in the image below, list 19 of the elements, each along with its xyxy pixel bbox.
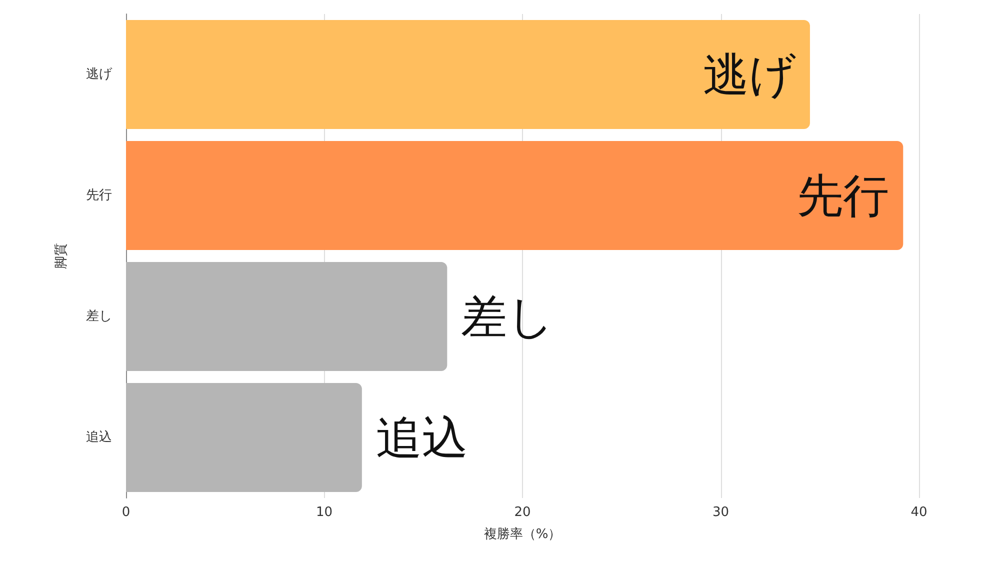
x-tick-label: 40: [910, 505, 928, 520]
y-tick-label: 追込: [86, 430, 112, 445]
y-tick-label: 先行: [86, 188, 112, 203]
data-label: 逃げ: [702, 48, 796, 102]
x-tick-label: 10: [316, 505, 333, 520]
bar: [126, 141, 904, 250]
bar: [126, 262, 448, 371]
data-label: 差し: [461, 290, 554, 344]
data-label: 追込: [376, 410, 468, 464]
x-tick-label: 0: [122, 505, 130, 520]
bar: [126, 20, 810, 129]
data-label: 先行: [797, 168, 890, 222]
y-axis-title: 脚質: [54, 243, 69, 269]
x-tick-label: 30: [712, 505, 730, 520]
y-tick-label: 差し: [86, 309, 112, 324]
x-axis-title: 複勝率（%）: [484, 526, 562, 542]
x-tick-label: 20: [514, 505, 531, 520]
y-tick-label: 逃げ: [86, 67, 113, 82]
bar: [126, 383, 362, 492]
